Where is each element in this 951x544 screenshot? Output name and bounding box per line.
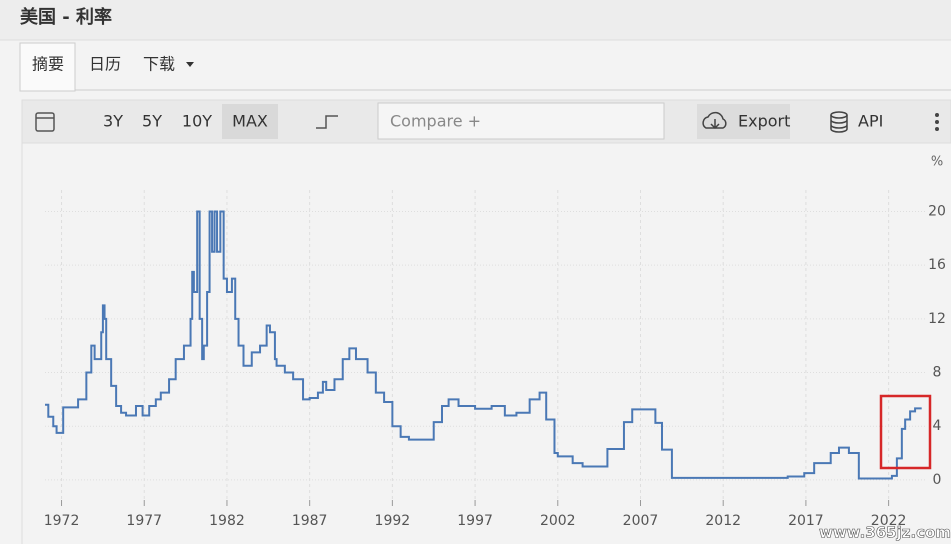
y-tick-label: 12 [928,311,946,327]
range-active [222,104,278,139]
calendar-icon[interactable] [35,112,55,132]
unit-label: % [931,155,943,170]
api-label[interactable]: API [858,112,883,131]
tab[interactable]: 摘要 [32,55,64,74]
header-bar [0,0,951,40]
x-tick-label: 1972 [44,513,80,529]
export-button[interactable] [697,104,790,139]
compare-input[interactable] [377,102,665,140]
x-tick-label: 1992 [375,513,411,529]
y-tick-label: 0 [933,472,942,488]
range-button[interactable]: 10Y [182,112,212,131]
tab-active[interactable] [19,42,76,92]
page-title: 美国 - 利率 [20,6,112,28]
x-tick-label: 1987 [292,513,328,529]
x-tick-label: 1997 [457,513,493,529]
x-tick-label: 1977 [126,513,162,529]
y-tick-label: 4 [933,418,942,434]
database-icon [830,111,848,133]
tab[interactable]: 日历 [89,55,121,74]
range-button[interactable]: 3Y [103,112,123,131]
x-tick-label: 2002 [540,513,576,529]
highlight-box [879,394,932,470]
rate-line [45,210,922,480]
x-tick-label: 2012 [705,513,741,529]
cloud-icon [702,111,727,130]
compare-placeholder[interactable]: Compare + [390,112,481,131]
more-menu[interactable] [935,113,939,131]
y-tick-label: 16 [928,257,946,273]
dropdown-caret [186,62,194,67]
x-tick-label: 2007 [623,513,659,529]
tab[interactable]: 下载 [143,55,175,74]
x-tick-label: 2022 [871,513,907,529]
range-button[interactable]: MAX [232,112,268,131]
plot: 0 4 8 12 16 20 1972 1977 1982 1987 1992 1997 2002 200… [44,190,946,529]
step-icon[interactable] [316,115,338,129]
x-tick-label: 1982 [209,513,245,529]
y-tick-label: 8 [933,365,942,381]
export-label[interactable]: Export [738,112,790,131]
range-button[interactable]: 5Y [142,112,162,131]
y-tick-label: 20 [928,203,946,219]
watermark: www.365jz.com [819,524,951,542]
x-tick-label: 2017 [788,513,824,529]
